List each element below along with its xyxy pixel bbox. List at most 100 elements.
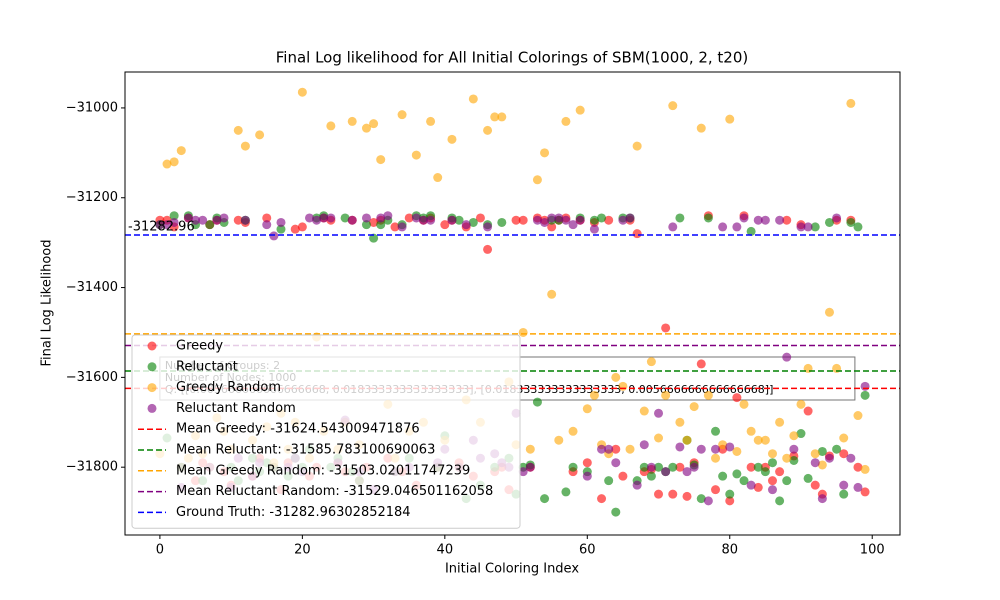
point <box>205 220 215 230</box>
point <box>532 397 542 407</box>
point <box>775 417 785 427</box>
point <box>646 357 656 367</box>
point <box>654 489 664 499</box>
x-tick-label: 60 <box>579 543 596 558</box>
point <box>554 213 564 223</box>
x-tick-label: 80 <box>721 543 738 558</box>
point <box>525 444 535 454</box>
point <box>625 213 635 223</box>
point <box>604 444 614 454</box>
point <box>411 150 421 160</box>
legend-marker <box>147 403 157 413</box>
point <box>597 444 607 454</box>
point <box>169 217 179 227</box>
point <box>718 471 728 481</box>
point <box>639 462 649 472</box>
point <box>240 141 250 151</box>
point <box>810 222 820 232</box>
point <box>376 213 386 223</box>
point <box>860 464 870 474</box>
point <box>561 487 571 497</box>
point <box>817 460 827 470</box>
point <box>803 473 813 483</box>
point <box>668 101 678 111</box>
point <box>817 446 827 456</box>
x-tick-label: 0 <box>156 543 164 558</box>
point <box>568 426 578 436</box>
point <box>618 215 628 225</box>
point <box>518 327 528 337</box>
x-tick-label: 40 <box>437 543 454 558</box>
point <box>611 372 621 382</box>
point <box>639 406 649 416</box>
point <box>169 211 179 221</box>
point <box>746 480 756 490</box>
point <box>846 217 856 227</box>
point <box>568 462 578 472</box>
point <box>518 467 528 477</box>
point <box>276 224 286 234</box>
point <box>860 381 870 391</box>
point <box>661 323 671 333</box>
point <box>689 402 699 412</box>
point <box>732 222 742 232</box>
point <box>767 458 777 468</box>
point <box>297 87 307 97</box>
point <box>753 482 763 492</box>
point <box>725 489 735 499</box>
point <box>191 215 201 225</box>
legend-marker <box>147 341 157 351</box>
point <box>262 220 272 230</box>
point <box>582 404 592 414</box>
point <box>646 471 656 481</box>
y-tick-label: −31800 <box>66 460 118 475</box>
point <box>369 119 379 129</box>
point <box>703 496 713 506</box>
point <box>468 94 478 104</box>
point <box>846 453 856 463</box>
point <box>390 222 400 232</box>
point <box>675 417 685 427</box>
y-tick-label: −31000 <box>66 100 118 115</box>
legend-marker <box>147 383 157 393</box>
legend-label: Mean Greedy: -31624.543009471876 <box>176 422 420 437</box>
point <box>853 482 863 492</box>
point <box>290 224 300 234</box>
point <box>746 226 756 236</box>
point <box>796 222 806 232</box>
point <box>340 213 350 223</box>
point <box>711 426 721 436</box>
y-tick-label: −31400 <box>66 280 118 295</box>
point <box>739 399 749 409</box>
x-axis-label: Initial Coloring Index <box>445 562 579 577</box>
point <box>824 453 834 463</box>
point <box>839 480 849 490</box>
point <box>198 215 208 225</box>
point <box>511 215 521 225</box>
x-tick-label: 20 <box>294 543 311 558</box>
point <box>853 411 863 421</box>
point <box>668 462 678 472</box>
point <box>347 215 357 225</box>
point <box>696 359 706 369</box>
point <box>789 431 799 441</box>
point <box>376 220 386 230</box>
point <box>219 213 229 223</box>
point <box>796 399 806 409</box>
point <box>183 213 193 223</box>
point <box>782 352 792 362</box>
point <box>369 217 379 227</box>
point <box>490 112 500 122</box>
point <box>575 105 585 115</box>
point <box>361 123 371 133</box>
point <box>233 125 243 135</box>
point <box>461 220 471 230</box>
point <box>276 217 286 227</box>
point <box>789 444 799 454</box>
point <box>233 215 243 225</box>
point <box>532 175 542 185</box>
point <box>632 229 642 239</box>
point <box>575 215 585 225</box>
point <box>625 444 635 454</box>
point <box>162 220 172 230</box>
